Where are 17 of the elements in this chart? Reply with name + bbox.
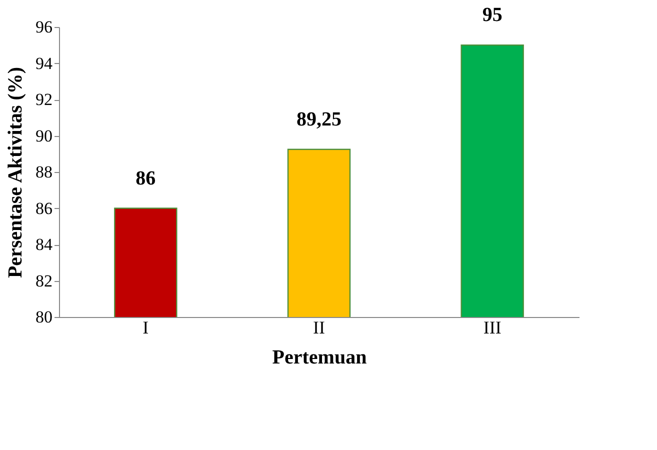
data-label: 86	[136, 167, 156, 190]
y-tick-label: 80	[36, 308, 52, 326]
y-tick-label: 94	[36, 54, 53, 73]
x-tick-label: I	[142, 318, 149, 338]
y-tick-label: 84	[36, 235, 53, 254]
data-label: 89,25	[296, 108, 342, 130]
x-tick-label: III	[483, 318, 502, 338]
y-tick-label: 90	[36, 126, 52, 146]
y-axis-title: Persentase Aktivitas (%)	[4, 66, 26, 278]
y-tick-label: 82	[36, 271, 52, 290]
x-axis-title: Pertemuan	[272, 346, 367, 368]
y-tick-label: 86	[36, 198, 52, 218]
y-tick-label: 96	[36, 18, 52, 36]
y-tick-label: 92	[36, 90, 52, 109]
y-tick-label: 88	[36, 162, 52, 182]
data-label: 95	[482, 4, 502, 26]
x-tick-label: II	[313, 318, 325, 338]
